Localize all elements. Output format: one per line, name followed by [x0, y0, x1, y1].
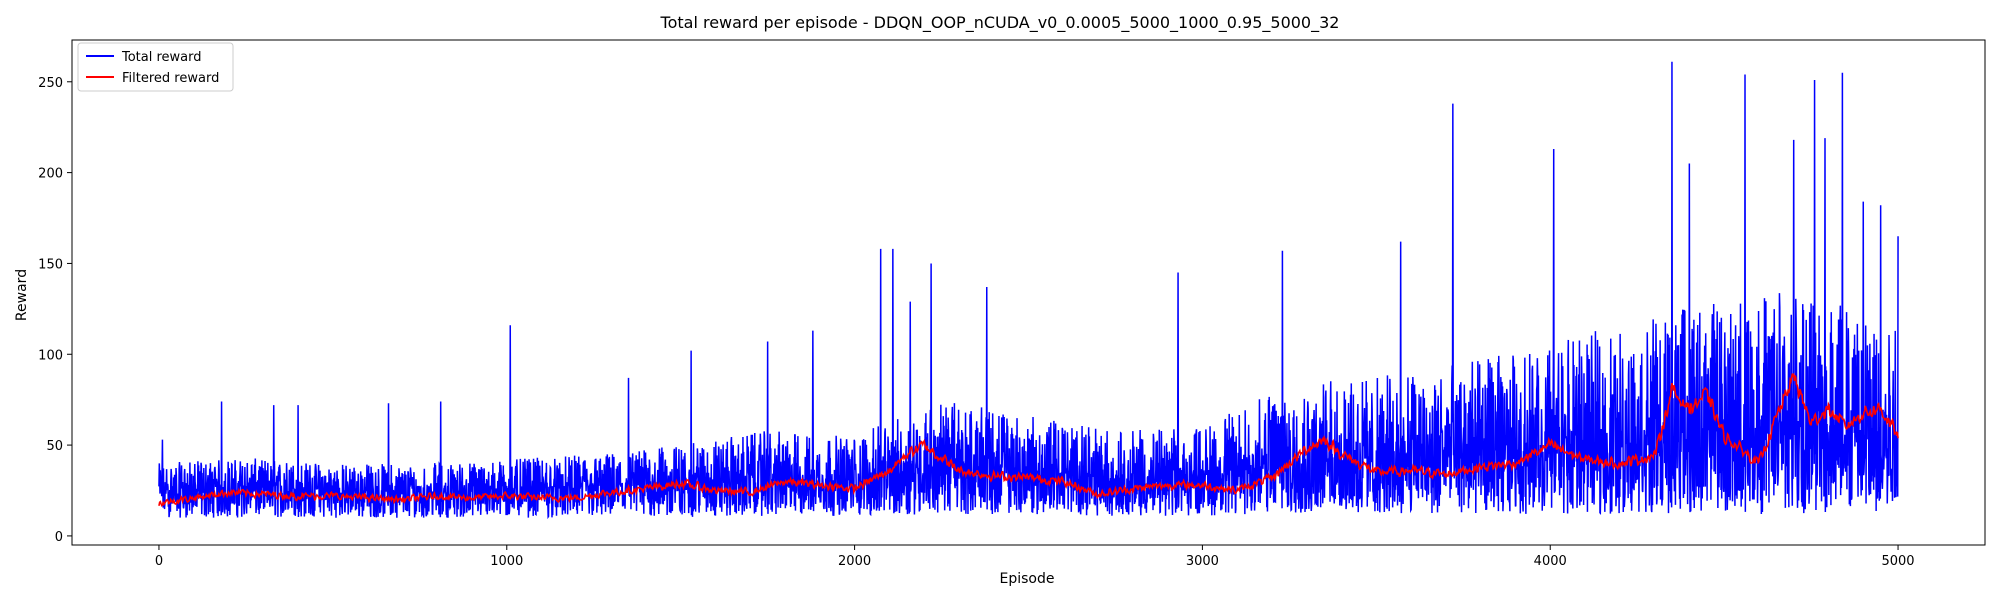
y-tick-label: 50 — [46, 439, 63, 454]
y-tick-label: 0 — [55, 530, 63, 545]
y-tick-label: 100 — [38, 348, 63, 363]
y-tick-label: 200 — [38, 167, 63, 182]
x-tick-label: 4000 — [1534, 554, 1567, 569]
legend-label-total: Total reward — [121, 50, 202, 65]
y-tick-label: 150 — [38, 257, 63, 272]
legend: Total reward Filtered reward — [77, 42, 234, 92]
axes: 0 1000 2000 3000 4000 5000 0 50 100 150 200 250 — [38, 39, 1986, 569]
plot-frame — [71, 39, 1986, 546]
y-axis-label: Reward — [14, 269, 30, 321]
y-tick-label: 250 — [38, 76, 63, 91]
series-filtered-reward — [158, 372, 1899, 507]
x-tick-label: 1000 — [490, 554, 523, 569]
x-tick-label: 5000 — [1881, 554, 1914, 569]
x-axis-label: Episode — [1000, 571, 1055, 587]
legend-box — [77, 42, 234, 92]
chart-title: Total reward per episode - DDQN_OOP_nCUD… — [660, 13, 1340, 33]
x-tick-label: 3000 — [1186, 554, 1219, 569]
legend-label-filtered: Filtered reward — [122, 71, 219, 86]
x-tick-label: 2000 — [838, 554, 871, 569]
line-filtered-reward — [158, 372, 1899, 507]
x-tick-label: 0 — [155, 554, 163, 569]
